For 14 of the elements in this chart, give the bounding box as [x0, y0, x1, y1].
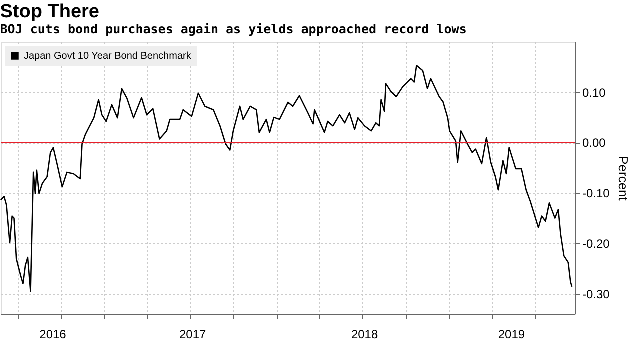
- y-tick-label: 0.10: [582, 86, 606, 100]
- y-tick-label: -0.10: [582, 186, 610, 201]
- line-series: [0, 65, 573, 292]
- y-tick-label: -0.20: [582, 236, 610, 251]
- x-tick-label: 2019: [498, 328, 526, 342]
- x-tick-label: 2017: [179, 328, 207, 342]
- y-tick-label: -0.30: [582, 287, 610, 302]
- y-tick-label: 0.00: [582, 136, 606, 150]
- legend-label: Japan Govt 10 Year Bond Benchmark: [24, 51, 192, 62]
- x-tick-label: 2018: [351, 328, 378, 342]
- y-axis-title: Percent: [616, 156, 631, 202]
- chart-title: Stop There: [0, 2, 100, 22]
- x-tick-label: 2016: [40, 328, 67, 342]
- chart-subtitle: BOJ cuts bond purchases again as yields approached record lows: [0, 22, 467, 36]
